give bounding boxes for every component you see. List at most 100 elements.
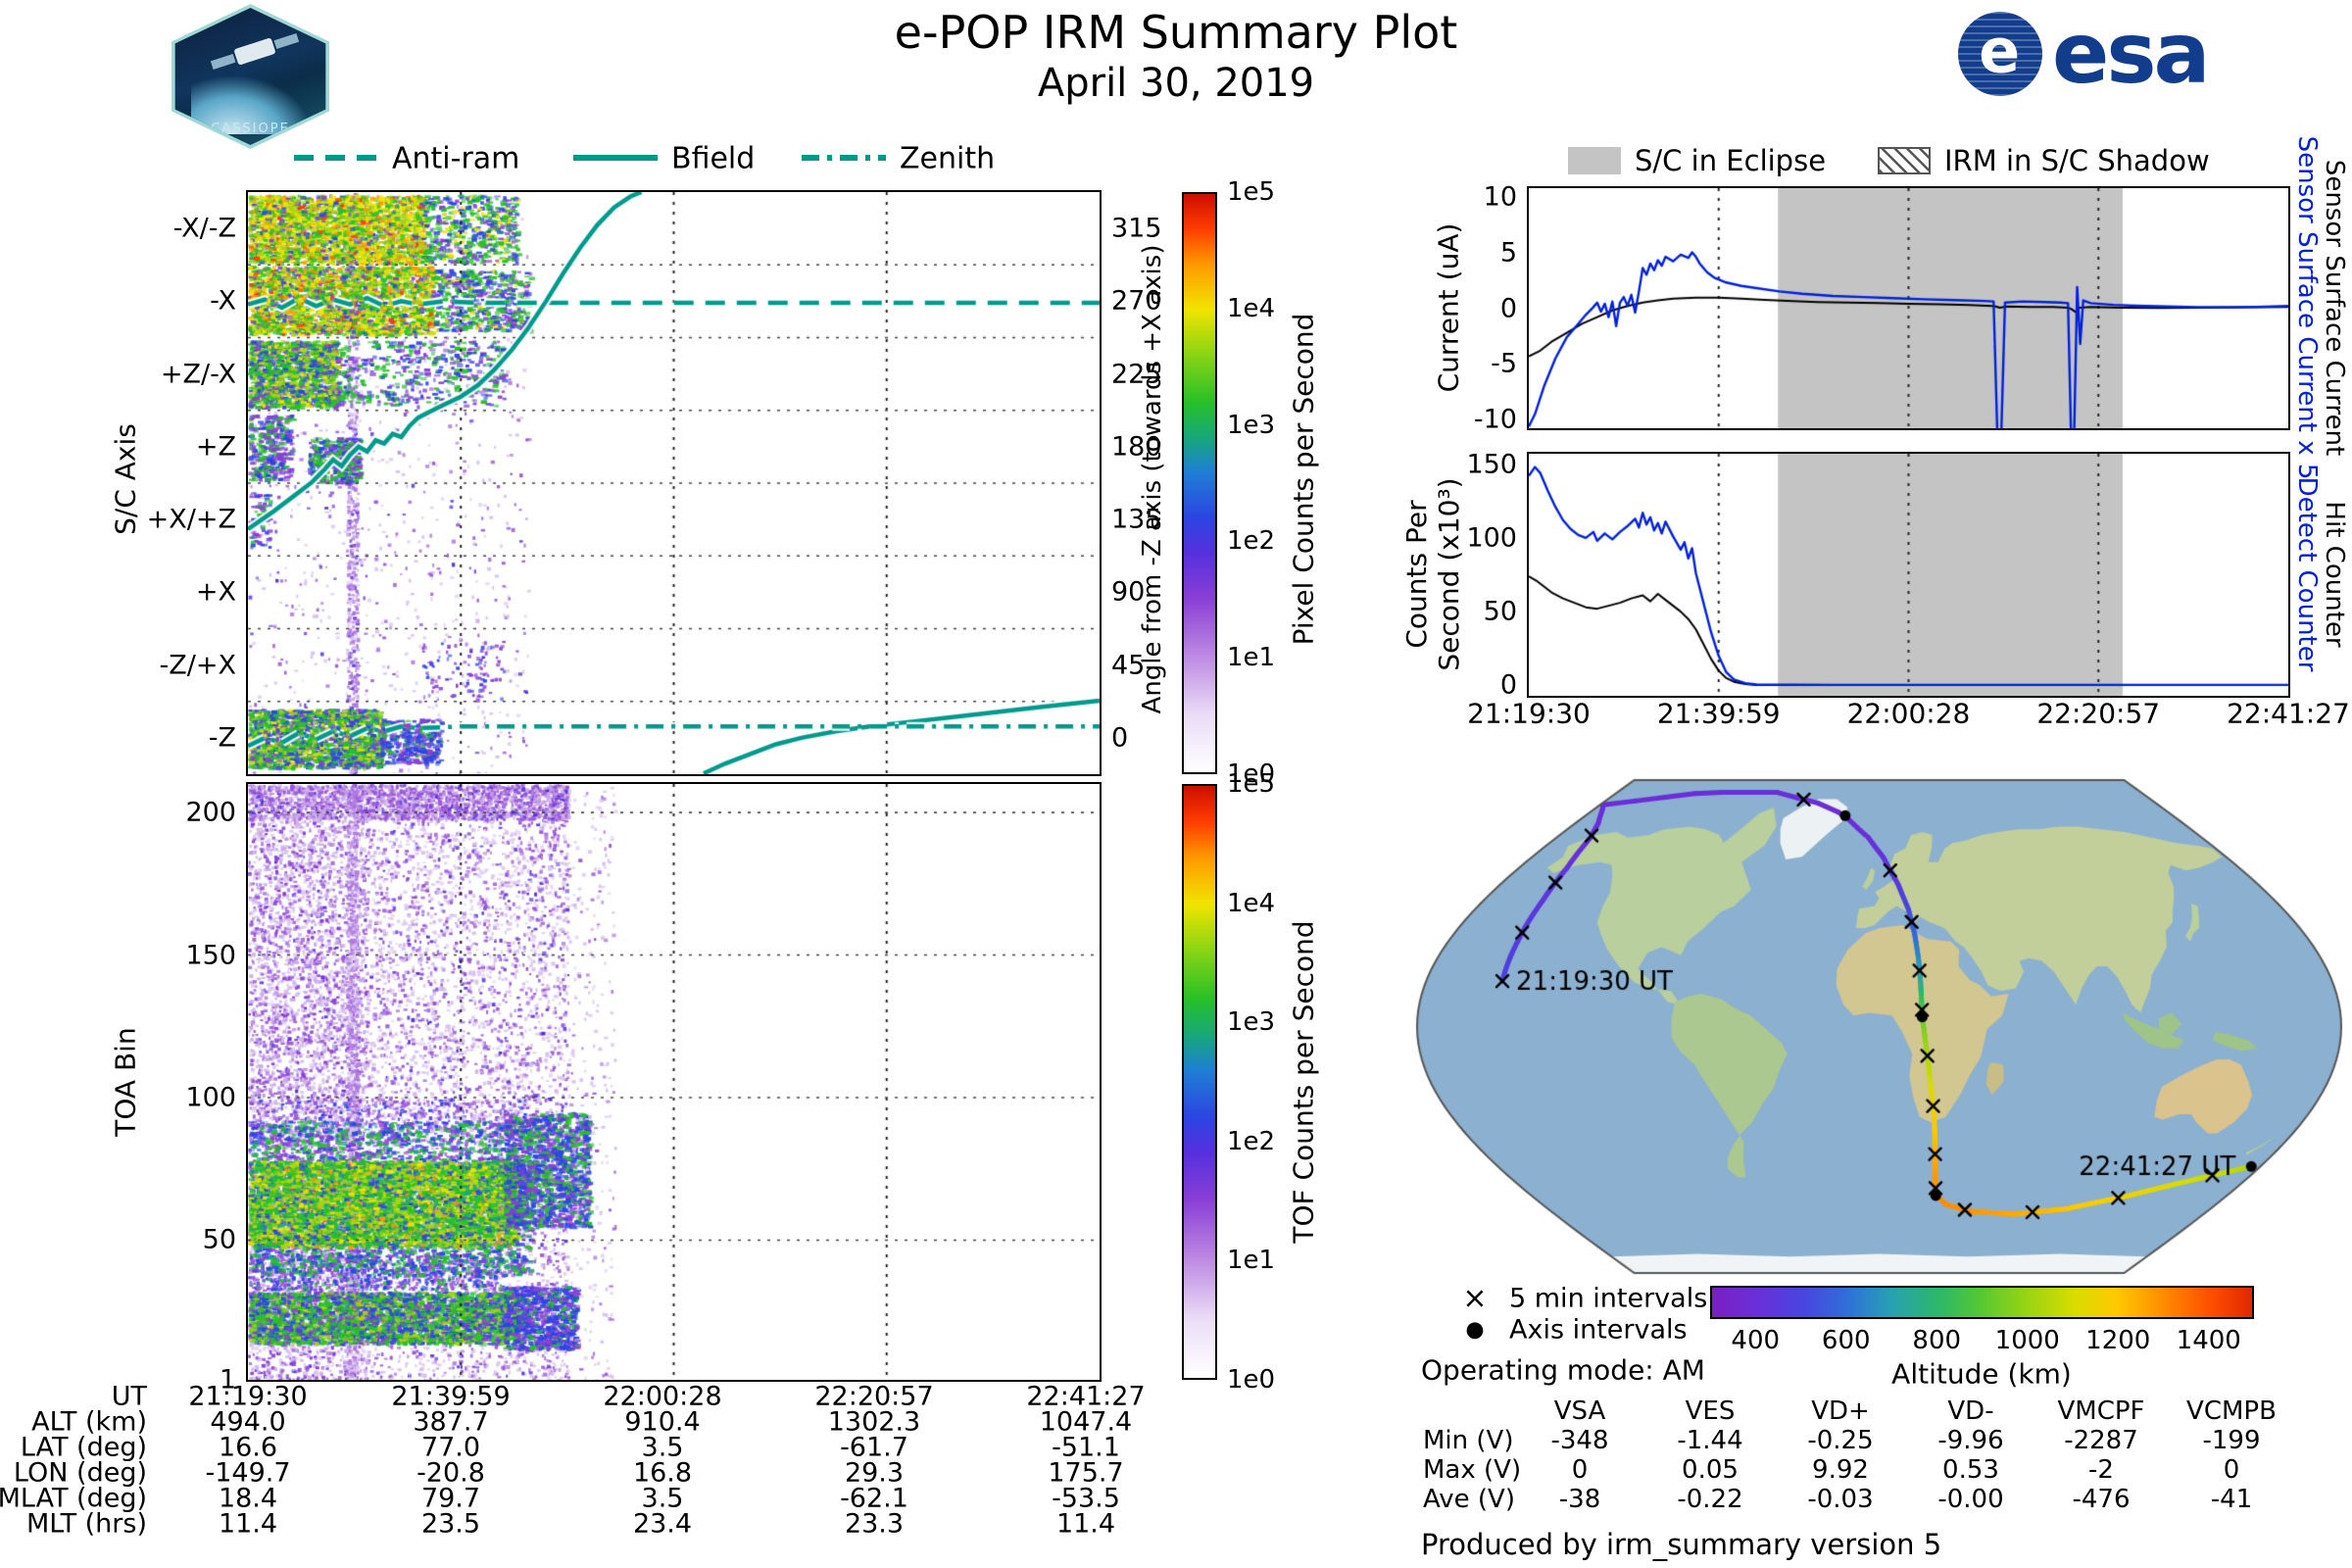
altitude-tick: 600	[1821, 1326, 1871, 1355]
voltage-header: VD+	[1811, 1396, 1870, 1426]
voltage-value: -38	[1558, 1485, 1601, 1514]
angle-ytick: 270	[1111, 285, 1162, 317]
sc-axis-ytick: +X/+Z	[146, 504, 236, 535]
ephemeris-value: 910.4	[624, 1406, 701, 1438]
five-min-marker-label: 5 min intervals	[1509, 1283, 1708, 1314]
ephemeris-value: 23.3	[844, 1508, 905, 1540]
ephemeris-row-label: UT	[111, 1381, 147, 1412]
voltage-value: -199	[2202, 1426, 2261, 1455]
angle-ytick: 45	[1111, 650, 1146, 681]
ephemeris-value: 3.5	[641, 1483, 684, 1514]
tof-colorbar-tick: 1e2	[1227, 1126, 1276, 1156]
sc-axis-ytick: -X	[210, 285, 236, 317]
voltage-value: -476	[2072, 1485, 2131, 1514]
axis-marker-symbol: ●	[1465, 1317, 1485, 1343]
voltage-header: VSA	[1553, 1396, 1606, 1426]
ephemeris-value: 494.0	[210, 1406, 286, 1438]
ephemeris-row-label: MLT (hrs)	[25, 1508, 147, 1540]
ephemeris-value: 22:20:57	[814, 1381, 934, 1412]
angle-ytick: 315	[1111, 213, 1162, 244]
voltage-header: VMCPF	[2057, 1396, 2145, 1426]
altitude-tick: 1200	[2085, 1326, 2151, 1355]
voltage-value: -0.03	[1807, 1485, 1874, 1514]
ground-track-map-canvas	[1411, 774, 2347, 1279]
time-xtick: 21:19:30	[1467, 697, 1591, 730]
current-ytick: 0	[1499, 293, 1517, 323]
antiram-line-sample	[294, 155, 378, 161]
five-min-marker-symbol: ×	[1462, 1281, 1488, 1316]
ephemeris-row-label: ALT (km)	[31, 1406, 147, 1438]
axis-marker-label: Axis intervals	[1509, 1314, 1688, 1346]
ephemeris-value: 21:39:59	[391, 1381, 511, 1412]
pixel-colorbar-tick: 1e0	[1227, 760, 1276, 789]
time-xtick: 21:39:59	[1656, 697, 1781, 730]
toa-ytick: 200	[185, 797, 236, 828]
ephemeris-row-label: LAT (deg)	[20, 1432, 147, 1463]
sensor-surface-current-label: Sensor Surface Current	[2320, 159, 2349, 457]
ephemeris-value: 387.7	[413, 1406, 489, 1438]
pixel-counts-colorbar	[1182, 192, 1217, 774]
angle-ytick: 180	[1111, 431, 1162, 463]
voltage-header: VES	[1685, 1396, 1736, 1426]
esa-logo: e esa	[1958, 5, 2211, 103]
esa-emblem: e	[1958, 12, 2042, 96]
produced-by: Produced by irm_summary version 5	[1421, 1528, 1942, 1561]
ephemeris-value: 77.0	[420, 1432, 481, 1463]
current-ytick: -10	[1473, 404, 1517, 435]
pixel-colorbar-tick: 1e2	[1227, 526, 1276, 557]
pixel-colorbar-tick: 1e4	[1227, 293, 1276, 323]
voltage-value: 0.05	[1682, 1455, 1739, 1485]
ephemeris-value: 1047.4	[1039, 1406, 1133, 1438]
esa-wordmark: esa	[2052, 5, 2211, 103]
sc-axis-spectrogram-canvas	[248, 192, 1100, 774]
ephemeris-value: 11.4	[218, 1508, 278, 1540]
ephemeris-value: 23.5	[420, 1508, 481, 1540]
ephemeris-value: -61.7	[840, 1432, 908, 1463]
toa-ytick: 1	[219, 1364, 236, 1396]
current-ylabel: Current (uA)	[1432, 222, 1465, 393]
operating-mode: Operating mode: AM	[1421, 1353, 1705, 1387]
tof-colorbar-tick: 1e4	[1227, 888, 1276, 918]
ephemeris-value: 16.8	[632, 1457, 693, 1489]
ephemeris-value: -62.1	[840, 1483, 908, 1514]
counts-ytick: 100	[1466, 522, 1517, 554]
ephemeris-value: 3.5	[641, 1432, 684, 1463]
voltage-header: VCMPB	[2186, 1396, 2277, 1426]
time-xtick: 22:20:57	[2036, 697, 2161, 730]
angle-ytick: 225	[1111, 359, 1162, 390]
altitude-tick: 800	[1912, 1326, 1962, 1355]
detect-counter-label: Detect Counter	[2292, 476, 2322, 672]
time-xtick: 22:41:27	[2227, 697, 2350, 730]
voltage-value: -0.25	[1807, 1426, 1874, 1455]
shadow-legend-label: IRM in S/C Shadow	[1944, 144, 2210, 177]
ephemeris-value: -53.5	[1052, 1483, 1120, 1514]
ephemeris-value: -51.1	[1052, 1432, 1120, 1463]
page-title: e-POP IRM Summary Plot	[894, 6, 1458, 59]
sensor-surface-current-x5-label: Sensor Surface Current x 5	[2292, 135, 2322, 480]
voltage-value: 0.53	[1942, 1455, 1999, 1485]
eclipse-swatch	[1568, 147, 1621, 174]
current-ytick: 10	[1483, 181, 1517, 213]
altitude-tick: 400	[1731, 1326, 1781, 1355]
voltage-header: VD-	[1947, 1396, 1994, 1426]
voltage-value: -2	[2088, 1455, 2114, 1485]
voltage-row-label: Ave (V)	[1423, 1485, 1515, 1514]
toa-ytick: 50	[202, 1224, 236, 1255]
eclipse-legend-label: S/C in Eclipse	[1635, 144, 1827, 177]
voltage-value: -1.44	[1677, 1426, 1743, 1455]
altitude-colorbar	[1710, 1286, 2254, 1319]
voltage-value: -348	[1550, 1426, 1609, 1455]
ephemeris-value: 23.4	[632, 1508, 693, 1540]
angle-ytick: 90	[1111, 576, 1146, 608]
pixel-counts-colorbar-label: Pixel Counts per Second	[1287, 313, 1320, 646]
current-ytick: 5	[1499, 237, 1517, 269]
current-plot-canvas	[1529, 188, 2288, 428]
counts-ytick: 150	[1466, 449, 1517, 480]
counts-ylabel-line2: Second (x10³)	[1433, 477, 1465, 671]
time-xtick: 22:00:28	[1846, 697, 1971, 730]
tof-counts-colorbar-label: TOF Counts per Second	[1287, 920, 1320, 1244]
bfield-legend-label: Bfield	[671, 141, 756, 176]
tof-colorbar-tick: 1e0	[1227, 1365, 1276, 1395]
altitude-tick: 1400	[2176, 1326, 2241, 1355]
voltage-value: -2287	[2064, 1426, 2138, 1455]
